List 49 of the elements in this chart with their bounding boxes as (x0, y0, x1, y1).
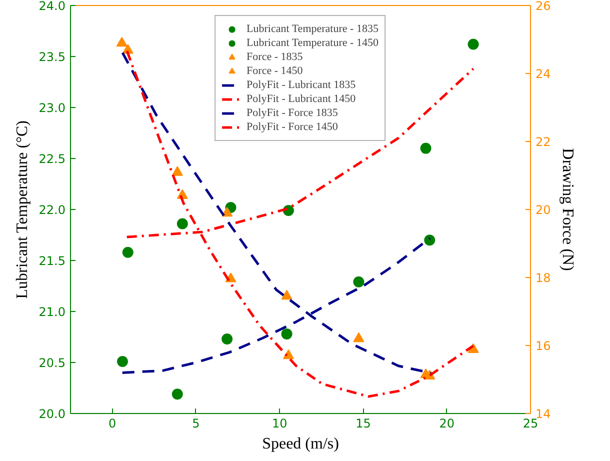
point (172, 388, 183, 400)
x-tick-label: 0 (108, 416, 116, 430)
legend-label: Force - 1835 (246, 50, 303, 64)
point (420, 142, 432, 154)
y-tick-label: 22.5 (38, 152, 66, 166)
y2-tick-label: 22 (536, 135, 551, 149)
x-tick-label: 25 (522, 416, 538, 430)
y-tick-label: 23.5 (38, 50, 66, 64)
legend-label: PolyFit - Lubricant 1450 (246, 92, 356, 106)
legend-label: Lubricant Temperature - 1450 (246, 36, 378, 50)
point (281, 328, 292, 340)
point (468, 38, 479, 50)
legend-label: PolyFit - Lubricant 1835 (246, 78, 356, 92)
point (176, 218, 188, 230)
y-tick-label: 20.0 (38, 407, 66, 421)
x-tick-label: 15 (356, 416, 371, 430)
legend-label: PolyFit - Force 1450 (246, 120, 338, 134)
point (116, 36, 128, 47)
point (122, 246, 134, 258)
y2-tick-label: 16 (536, 339, 551, 353)
x-tick-label: 10 (272, 416, 288, 430)
point (353, 332, 364, 342)
y2-tick-label: 26 (536, 0, 551, 13)
x-tick-label: 20 (439, 416, 455, 430)
y-axis-title: Lubricant Temperature (°C) (14, 120, 31, 299)
y2-tick-label: 14 (536, 407, 551, 421)
y-tick-label: 23.0 (38, 101, 66, 115)
legend-label: PolyFit - Force 1835 (246, 106, 338, 120)
x-axis-title: Speed (m/s) (262, 436, 339, 452)
y-tick-label: 21.5 (38, 254, 66, 268)
legend-label: Lubricant Temperature - 1835 (246, 22, 378, 36)
point (172, 166, 183, 176)
point (281, 290, 292, 300)
y2-tick-label: 24 (536, 67, 551, 81)
y2-tick-label: 18 (536, 271, 551, 285)
y-tick-label: 20.5 (38, 356, 66, 370)
legend-label: Force - 1450 (246, 64, 303, 78)
y-tick-label: 21.0 (38, 305, 66, 319)
y-tick-label: 22.0 (38, 203, 66, 217)
point (424, 234, 436, 246)
y2-axis-title: Drawing Force (N) (558, 148, 576, 271)
y-tick-label: 24.0 (38, 0, 66, 13)
point (222, 334, 233, 345)
point (222, 206, 233, 217)
point (353, 276, 364, 288)
point (282, 349, 294, 360)
x-tick-label: 5 (192, 416, 200, 430)
y2-tick-label: 20 (536, 203, 551, 217)
point (117, 356, 128, 367)
